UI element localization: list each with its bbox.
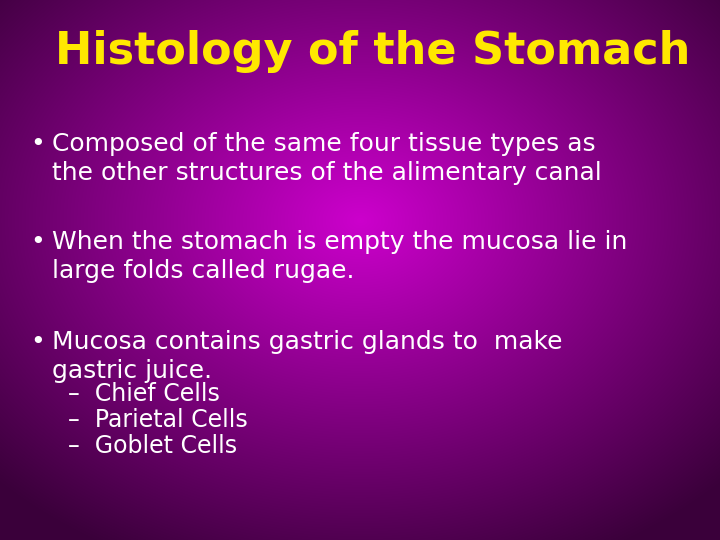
Text: •: • [30, 132, 45, 156]
Text: •: • [30, 330, 45, 354]
Text: Composed of the same four tissue types as
the other structures of the alimentary: Composed of the same four tissue types a… [52, 132, 602, 185]
Text: When the stomach is empty the mucosa lie in
large folds called rugae.: When the stomach is empty the mucosa lie… [52, 230, 627, 283]
Text: –  Parietal Cells: – Parietal Cells [68, 408, 248, 432]
Text: •: • [30, 230, 45, 254]
Text: –  Chief Cells: – Chief Cells [68, 382, 220, 406]
Text: Mucosa contains gastric glands to  make
gastric juice.: Mucosa contains gastric glands to make g… [52, 330, 562, 383]
Text: Histology of the Stomach: Histology of the Stomach [55, 30, 690, 73]
Text: –  Goblet Cells: – Goblet Cells [68, 434, 237, 458]
